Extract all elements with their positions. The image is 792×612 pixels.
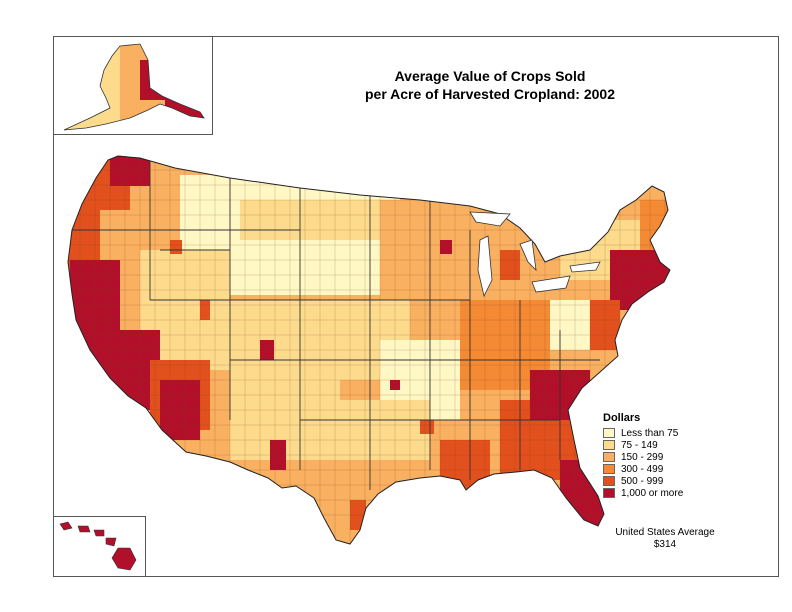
great-lakes [469,211,601,298]
alaska-inset [53,36,213,135]
legend-swatch [603,440,615,450]
legend-swatch [603,488,615,498]
legend-item: 500 - 999 [603,475,683,487]
conterminous-us [68,156,670,544]
legend-label: 150 - 299 [621,451,664,463]
legend-swatch [603,428,615,438]
legend-swatch [603,464,615,474]
legend-item: Less than 75 [603,427,683,439]
title-line-2: per Acre of Harvested Cropland: 2002 [364,86,615,102]
us-average-value: $314 [653,539,677,550]
hawaii-map [59,521,137,571]
legend-item: 1,000 or more [603,487,683,499]
alaska-map [63,43,205,131]
legend-swatch [603,476,615,486]
legend-item: 75 - 149 [603,439,683,451]
legend-label: Less than 75 [621,427,679,439]
legend-title: Dollars [603,412,641,424]
us-average-label: United States Average [615,527,715,538]
legend-label: 1,000 or more [621,487,684,499]
legend-label: 75 - 149 [621,439,658,451]
legend-item: 300 - 499 [603,463,683,475]
legend-label: 300 - 499 [621,463,664,475]
legend-swatch [603,452,615,462]
map-title: Average Value of Crops Sold per Acre of … [300,67,680,103]
us-average: United States Average $314 [600,527,730,551]
hawaii-inset [53,516,146,577]
title-line-1: Average Value of Crops Sold [394,68,586,84]
us-outline [67,155,671,545]
legend-label: 500 - 999 [621,475,664,487]
legend: Dollars Less than 75 75 - 149 150 - 299 300… [603,412,683,499]
legend-item: 150 - 299 [603,451,683,463]
legend-rows: Less than 75 75 - 149 150 - 299 300 - 499 50… [603,427,683,499]
